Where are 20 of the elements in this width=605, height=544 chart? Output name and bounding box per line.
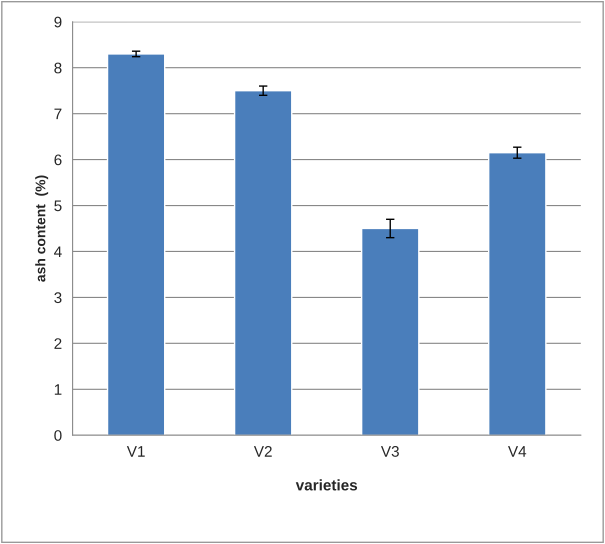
y-axis-title: ash content (%) — [35, 176, 48, 282]
x-tick-label: V4 — [508, 446, 526, 457]
y-tick-label: 2 — [54, 338, 62, 349]
y-tick-label: 8 — [54, 62, 62, 74]
x-axis-title: varieties — [296, 479, 358, 491]
y-tick-label: 7 — [54, 108, 62, 120]
y-tick-label: 4 — [54, 246, 62, 257]
bar — [106, 53, 166, 436]
y-tick-label: 6 — [54, 154, 62, 166]
bar — [360, 228, 420, 436]
y-tick-label: 3 — [54, 292, 62, 304]
x-tick-label: V2 — [254, 446, 272, 457]
y-tick-label: 5 — [54, 200, 62, 212]
y-tick-label: 0 — [54, 430, 62, 441]
x-tick-label: V3 — [380, 446, 399, 457]
bar — [488, 152, 547, 436]
y-tick-label: 9 — [54, 16, 62, 28]
x-tick-label: V1 — [126, 446, 145, 457]
y-tick-label: 1 — [54, 384, 62, 395]
bar — [234, 90, 292, 436]
